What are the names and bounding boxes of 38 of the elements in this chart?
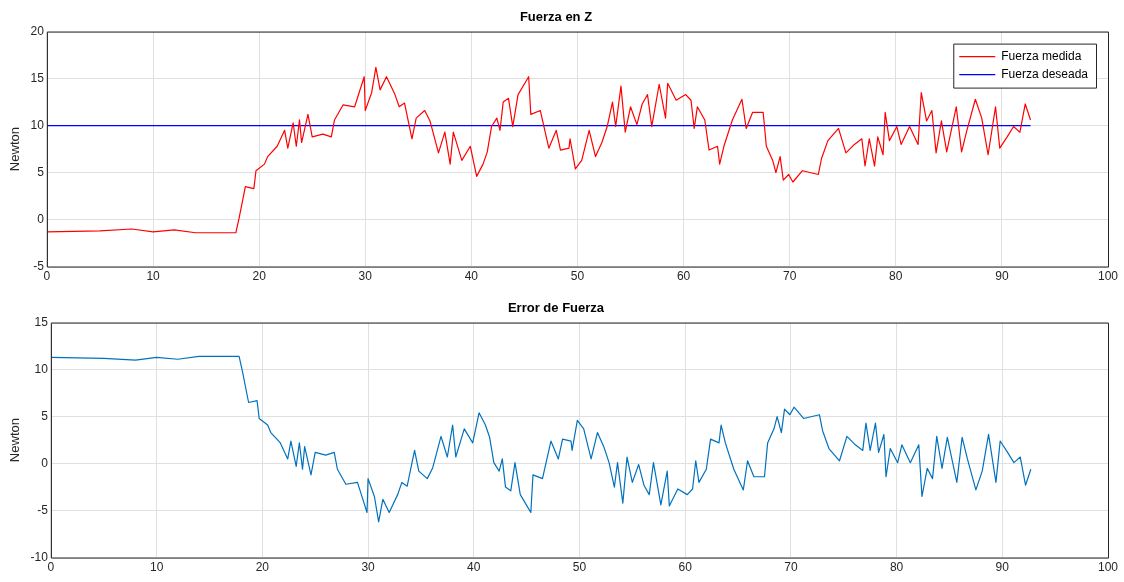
x-tick-label: 20 bbox=[252, 269, 267, 284]
x-tick-label: 60 bbox=[678, 560, 693, 575]
x-tick-label: 50 bbox=[572, 560, 587, 575]
y-axis-title: Newton bbox=[7, 418, 23, 463]
y-axis-title: Newton bbox=[7, 127, 23, 172]
x-tick-label: 10 bbox=[149, 560, 164, 575]
y-tick-label: 15 bbox=[30, 70, 45, 85]
x-tick-label: 30 bbox=[358, 269, 373, 284]
y-tick-label: 10 bbox=[30, 117, 45, 132]
y-tick-label: 20 bbox=[30, 23, 45, 38]
x-tick-label: 40 bbox=[467, 560, 481, 575]
x-tick-label: 80 bbox=[889, 560, 904, 575]
y-tick-label: 10 bbox=[34, 361, 49, 376]
x-tick-label: 60 bbox=[676, 269, 691, 284]
x-tick-label: 80 bbox=[889, 269, 903, 284]
x-tick-label: 70 bbox=[783, 269, 797, 284]
x-tick-label: 90 bbox=[995, 560, 1010, 575]
x-tick-label: 90 bbox=[995, 269, 1009, 284]
y-tick-label: 5 bbox=[41, 408, 49, 423]
legend-label: Fuerza medida bbox=[1001, 48, 1082, 63]
x-tick-label: 30 bbox=[361, 560, 376, 575]
x-tick-label: 10 bbox=[146, 269, 161, 284]
x-tick-label: 50 bbox=[570, 269, 585, 284]
y-tick-label: 0 bbox=[41, 455, 49, 470]
x-tick-label: 100 bbox=[1097, 269, 1119, 284]
x-tick-label: 20 bbox=[255, 560, 270, 575]
y-tick-label: 15 bbox=[34, 314, 49, 329]
x-tick-label: 100 bbox=[1097, 560, 1119, 575]
y-tick-label: 0 bbox=[37, 211, 45, 226]
y-tick-label: -5 bbox=[33, 258, 45, 273]
x-tick-label: 40 bbox=[464, 269, 479, 284]
y-tick-label: 5 bbox=[37, 164, 45, 179]
legend-label: Fuerza deseada bbox=[1001, 66, 1089, 81]
y-tick-label: -5 bbox=[37, 502, 49, 517]
chart-title: Fuerza en Z bbox=[519, 9, 593, 25]
chart-title: Error de Fuerza bbox=[507, 300, 605, 316]
y-tick-label: -10 bbox=[30, 549, 49, 564]
x-tick-label: 70 bbox=[784, 560, 798, 575]
